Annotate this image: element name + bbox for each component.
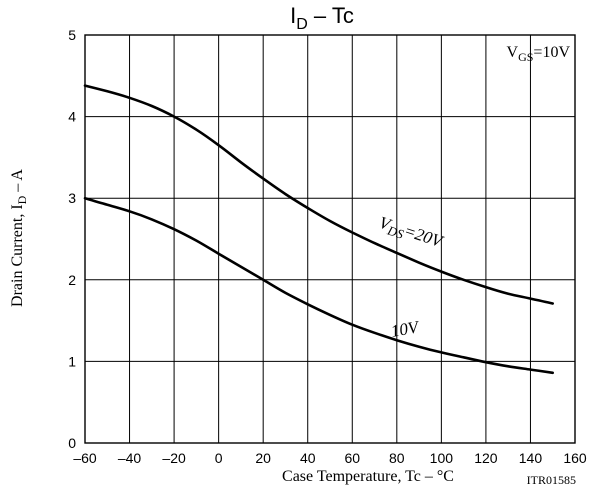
x-tick-label: 80: [389, 450, 405, 466]
title-sub: D: [296, 16, 308, 33]
y-tick-label: 5: [68, 27, 76, 43]
y-axis-label: Drain Current, ID – A: [9, 169, 29, 307]
y-tick-label: 2: [68, 272, 76, 288]
plot-frame: [84, 34, 576, 444]
y-tick-label: 3: [68, 190, 76, 206]
grid: [85, 35, 575, 443]
curve-vds-20v: [83, 84, 554, 305]
y-tick-label: 4: [68, 109, 76, 125]
title-suffix: – Tc: [308, 3, 354, 28]
chart-title: ID – Tc: [290, 3, 354, 33]
condition-main: V: [507, 44, 519, 61]
curves: [83, 84, 554, 375]
x-tick-label: 100: [430, 450, 454, 466]
title-main: I: [290, 3, 296, 28]
series-0-label-suffix: =20V: [402, 221, 447, 252]
x-tick-label: 0: [215, 450, 223, 466]
x-tick-label: 160: [563, 450, 587, 466]
tick-labels: –60 –40 –20 0 20 40 60 80 100 120 140 160 0 1 2 3 4 5: [68, 27, 587, 466]
y-tick-label: 1: [68, 353, 76, 369]
series-1-label-main: 10V: [389, 317, 422, 341]
condition-suffix: =10V: [533, 44, 570, 61]
series-label-10v: 10V: [389, 317, 422, 341]
condition-label: VGS=10V: [507, 44, 571, 64]
x-tick-label: 40: [300, 450, 316, 466]
x-tick-label: 60: [344, 450, 360, 466]
ylabel-suffix: – A: [9, 169, 26, 196]
y-tick-label: 0: [68, 435, 76, 451]
figure-code: ITR01585: [527, 473, 576, 487]
condition-sub: GS: [518, 50, 533, 64]
curve-10v: [83, 196, 554, 375]
x-axis-label: Case Temperature, Tc – °C: [282, 468, 454, 485]
ylabel-main: Drain Current, I: [9, 204, 26, 307]
ylabel-sub: D: [15, 195, 29, 204]
x-tick-label: 140: [519, 450, 543, 466]
series-0-label-sub: DS: [385, 222, 406, 242]
x-tick-label: –60: [73, 450, 97, 466]
x-tick-label: –20: [162, 450, 186, 466]
x-tick-label: –40: [118, 450, 142, 466]
x-tick-label: 120: [474, 450, 498, 466]
x-tick-label: 20: [255, 450, 271, 466]
